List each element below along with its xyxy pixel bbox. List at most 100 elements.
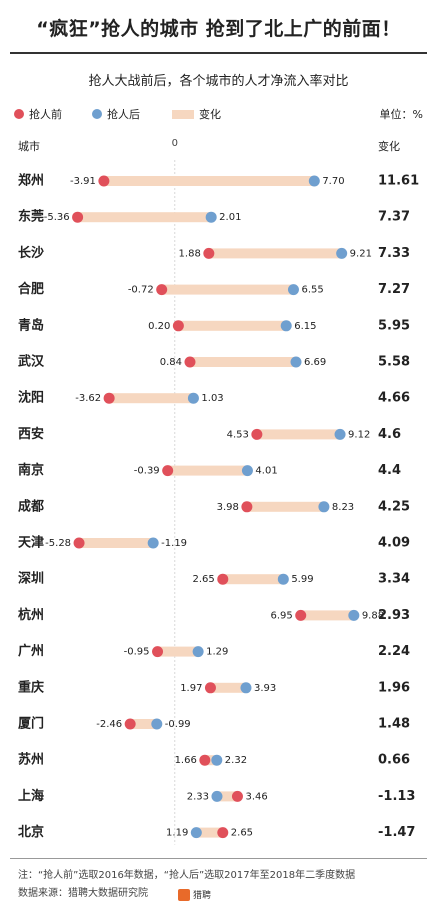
change-bar xyxy=(130,719,157,729)
city-label: 郑州 xyxy=(18,173,44,189)
change-bar xyxy=(204,755,217,766)
before-point xyxy=(73,537,85,549)
before-point xyxy=(124,718,136,730)
before-point xyxy=(72,211,84,223)
city-label: 天津 xyxy=(18,535,44,551)
after-point xyxy=(277,573,289,585)
change-value-label: 7.33 xyxy=(378,246,410,261)
after-point xyxy=(190,827,202,839)
before-point xyxy=(162,465,174,477)
after-point xyxy=(308,175,320,187)
before-point xyxy=(103,392,115,404)
before-value-label: 1.97 xyxy=(180,683,202,694)
before-point xyxy=(251,428,263,440)
before-value-label: 3.46 xyxy=(245,791,267,802)
after-point xyxy=(318,501,330,513)
change-value-label: 4.4 xyxy=(378,463,401,478)
after-value-label: -0.99 xyxy=(165,719,191,730)
change-bar xyxy=(222,574,284,585)
after-value-label: 2.33 xyxy=(187,791,209,802)
legend-after-dot xyxy=(92,109,102,119)
column-header-city: 城市 xyxy=(18,140,40,153)
change-bar xyxy=(109,393,194,404)
before-point xyxy=(98,175,110,187)
legend-change-swatch xyxy=(172,109,194,119)
after-value-label: 2.01 xyxy=(219,212,241,223)
legend-after-label: 抢人后 xyxy=(107,108,140,121)
after-value-label: 6.55 xyxy=(301,285,323,296)
after-point xyxy=(348,609,360,621)
before-value-label: 0.84 xyxy=(160,357,182,368)
after-point xyxy=(205,211,217,223)
city-label: 青岛 xyxy=(18,317,44,333)
after-point xyxy=(280,320,292,332)
legend-before: 抢人前 xyxy=(14,106,62,122)
footer-divider xyxy=(10,858,427,859)
column-header-change: 变化 xyxy=(378,140,400,153)
before-point xyxy=(172,320,184,332)
after-point xyxy=(211,790,223,802)
after-value-label: 3.93 xyxy=(254,683,276,694)
change-bar xyxy=(189,357,297,367)
before-value-label: 0.20 xyxy=(148,321,170,332)
before-point xyxy=(156,284,168,296)
before-value-label: 1.88 xyxy=(179,248,201,259)
after-point xyxy=(192,646,204,658)
legend-change-label: 变化 xyxy=(199,108,221,121)
city-label: 北京 xyxy=(18,824,44,840)
after-value-label: 7.70 xyxy=(322,176,344,187)
change-value-label: 4.6 xyxy=(378,427,401,442)
before-value-label: -5.36 xyxy=(44,212,70,223)
change-value-label: -1.13 xyxy=(378,789,415,804)
city-label: 长沙 xyxy=(18,245,44,261)
change-bar xyxy=(256,429,341,440)
before-value-label: -2.46 xyxy=(96,719,122,730)
before-value-label: -3.62 xyxy=(75,393,101,404)
before-value-label: -0.72 xyxy=(128,285,154,296)
city-label: 东莞 xyxy=(18,209,44,225)
before-point xyxy=(152,646,164,658)
change-value-label: 4.25 xyxy=(378,499,410,514)
legend-before-label: 抢人前 xyxy=(29,108,62,121)
title-divider xyxy=(10,52,427,54)
city-label: 西安 xyxy=(18,426,44,442)
city-label: 上海 xyxy=(18,788,44,804)
after-value-label: 6.15 xyxy=(294,321,316,332)
before-point xyxy=(231,790,243,802)
after-value-label: 6.69 xyxy=(304,357,326,368)
after-value-label: 1.03 xyxy=(201,393,223,404)
after-point xyxy=(240,682,252,694)
legend-change: 变化 xyxy=(172,106,221,122)
before-value-label: -5.28 xyxy=(45,538,71,549)
before-value-label: 3.98 xyxy=(217,502,239,513)
before-value-label: 2.65 xyxy=(193,574,215,585)
change-bar xyxy=(210,682,246,693)
footer-source: 数据来源：猎聘大数据研究院 xyxy=(18,888,148,899)
after-point xyxy=(334,428,346,440)
city-label: 苏州 xyxy=(18,752,44,768)
liepin-logo: 猎聘 xyxy=(178,888,211,901)
after-point xyxy=(151,718,163,730)
after-value-label: 1.29 xyxy=(206,647,228,658)
city-label: 深圳 xyxy=(18,571,44,587)
chart-subtitle: 抢人大战前后，各个城市的人才净流入率对比 xyxy=(88,74,349,89)
before-value-label: -3.91 xyxy=(70,176,96,187)
after-point xyxy=(287,284,299,296)
change-bar xyxy=(196,827,223,838)
logo-text: 猎聘 xyxy=(193,891,212,901)
change-value-label: 1.48 xyxy=(378,717,410,732)
before-point xyxy=(204,682,216,694)
change-bar xyxy=(157,646,199,657)
logo-icon xyxy=(178,888,190,901)
after-value-label: 4.01 xyxy=(255,466,277,477)
after-point xyxy=(241,465,253,477)
before-value-label: -0.39 xyxy=(134,466,160,477)
footer-note: 注：“抢人前”选取2016年数据，“抢人后”选取2017年至2018年二季度数据 xyxy=(18,870,356,881)
change-bar xyxy=(77,212,212,223)
change-value-label: 11.61 xyxy=(378,174,419,189)
change-value-label: 2.93 xyxy=(378,608,410,623)
change-value-label: 7.27 xyxy=(378,282,410,297)
after-value-label: 9.21 xyxy=(350,248,372,259)
change-bar xyxy=(300,610,354,621)
before-value-label: 6.95 xyxy=(270,610,292,621)
